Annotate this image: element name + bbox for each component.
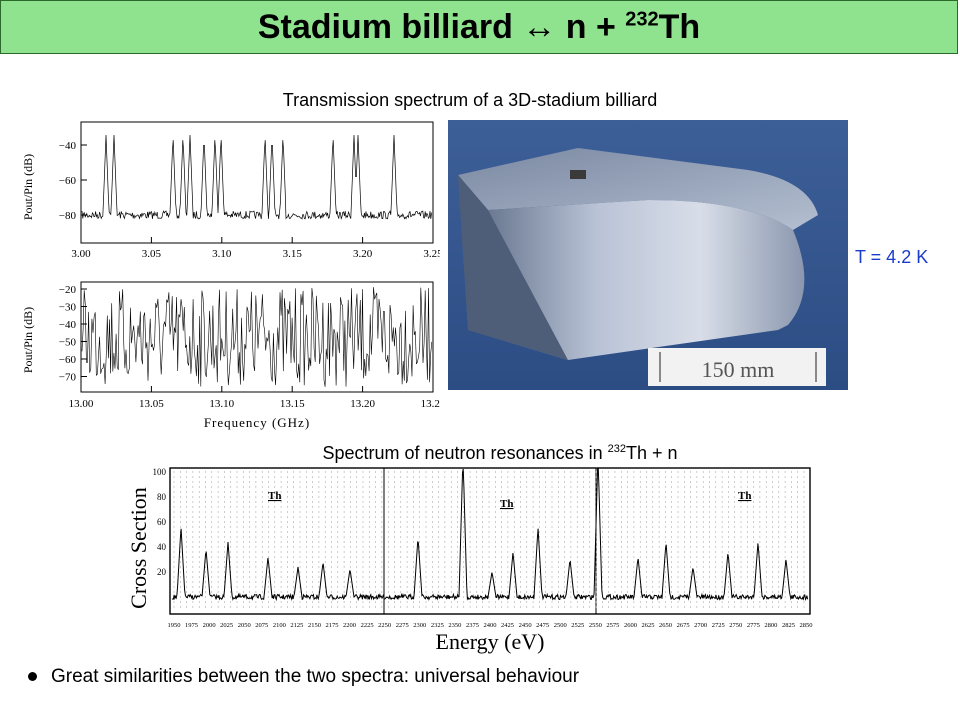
plot3-xtick: 2125 xyxy=(290,622,303,629)
plot3-xtick: 2025 xyxy=(220,622,233,629)
stadium-billiard-photo: 150 mm xyxy=(448,120,848,390)
plot3-xtick: 2350 xyxy=(448,622,461,629)
plot3-xtick: 2150 xyxy=(308,622,321,629)
title-superscript: 232 xyxy=(625,8,659,31)
plot3-xtick: 2000 xyxy=(203,622,216,629)
plot3-xtick: 2600 xyxy=(624,622,637,629)
plot2-trace xyxy=(81,287,433,387)
plot3-ylabel: Cross Section xyxy=(126,487,151,609)
title-bar: Stadium billiard ↔ n + 232Th xyxy=(0,0,958,54)
plot3-xtick: 2575 xyxy=(606,622,619,629)
plot2-ytick: −70 xyxy=(59,372,77,384)
bullet-dot xyxy=(28,672,37,682)
plot3-xtick: 2775 xyxy=(747,622,760,629)
plot2-ytick: −30 xyxy=(59,302,77,314)
plot1-xtick: 3.25 xyxy=(423,248,440,260)
plot2-ylabel: Pout/Pin (dB) xyxy=(21,307,35,373)
plot2-xtick: 13.10 xyxy=(209,398,234,410)
plot1-xtick: 3.15 xyxy=(283,248,303,260)
plot3-xtick: 2825 xyxy=(782,622,795,629)
plot3-xtick: 1950 xyxy=(168,622,181,629)
plot3-xtick: 1975 xyxy=(185,622,198,629)
plot3-xtick: 2375 xyxy=(466,622,479,629)
plot3-xtick: 2075 xyxy=(255,622,268,629)
plot3-xtick: 2275 xyxy=(396,622,409,629)
plot3-xtick: 2850 xyxy=(800,622,813,629)
bullet-point: Great similarities between the two spect… xyxy=(28,666,579,688)
plot1-xtick: 3.20 xyxy=(353,248,373,260)
caption-neutron-sup: 232 xyxy=(607,443,626,455)
plot2-ytick: −60 xyxy=(59,354,77,366)
plot3-ytick: 100 xyxy=(153,467,167,477)
neutron-resonance-plot: Cross Section 100 80 60 40 20 1950 1975 2000 20… xyxy=(126,467,813,654)
plot3-xtick: 2325 xyxy=(431,622,444,629)
plot1-ytick: −40 xyxy=(59,140,77,152)
plot1-ylabel: Pout/Pin (dB) xyxy=(21,154,35,220)
plot3-xtick: 2650 xyxy=(659,622,672,629)
title-rest: n + xyxy=(556,7,626,46)
plot2-ytick: −50 xyxy=(59,337,77,349)
panel-label-1: Th xyxy=(268,490,281,502)
plot1-trace xyxy=(81,134,432,220)
panel-label-3: Th xyxy=(738,490,751,502)
caption-neutron-pre: Spectrum of neutron resonances in xyxy=(322,443,608,463)
transmission-plot-low: Pout/Pin (dB) −40 −60 −80 3.00 3.05 3.10 3.15… xyxy=(21,121,440,260)
plot3-xtick: 2400 xyxy=(484,622,497,629)
plot2-xtick: 13.15 xyxy=(280,398,305,410)
bullet-text: Great similarities between the two spect… xyxy=(51,666,580,687)
panel-label-2: Th xyxy=(500,498,513,510)
plot1-xtick: 3.05 xyxy=(142,248,162,260)
plot3-xtick: 2250 xyxy=(378,622,391,629)
plot3-xlabel: Energy (eV) xyxy=(436,629,545,654)
plot3-xtick: 2525 xyxy=(571,622,584,629)
plot1-xtick: 3.10 xyxy=(212,248,232,260)
transmission-plot-high: Pout/Pin (dB) −20 −30 −40 −50 −60 −70 13.00 13… xyxy=(21,281,440,430)
plot1-ytick: −60 xyxy=(59,175,77,187)
plot3-ytick: 20 xyxy=(157,567,167,577)
caption-neutron: Spectrum of neutron resonances in 232Th … xyxy=(200,443,800,464)
plot2-xtick: 13.05 xyxy=(139,398,164,410)
plot2-ytick: −40 xyxy=(59,319,77,331)
photo-scale-label: 150 mm xyxy=(702,357,775,382)
plot3-xtick: 2500 xyxy=(554,622,567,629)
plot3-xtick: 2550 xyxy=(589,622,602,629)
plot3-xtick: 2675 xyxy=(677,622,690,629)
title-arrow: ↔ xyxy=(522,7,557,46)
plot3-xtick: 2300 xyxy=(413,622,426,629)
plot3-xtick: 2200 xyxy=(343,622,356,629)
plot3-ytick: 60 xyxy=(157,517,167,527)
plot2-xtick: 13.00 xyxy=(69,398,94,410)
plot3-xtick: 2625 xyxy=(642,622,655,629)
plot3-xtick: 2225 xyxy=(361,622,374,629)
plot3-xtick: 2425 xyxy=(501,622,514,629)
slide-title: Stadium billiard ↔ n + 232Th xyxy=(258,8,700,47)
plot3-xtick: 2800 xyxy=(764,622,777,629)
plot3-xtick: 2050 xyxy=(238,622,251,629)
title-end: Th xyxy=(658,7,701,46)
plot3-xtick: 2725 xyxy=(712,622,725,629)
plot2-xlabel: Frequency (GHz) xyxy=(204,415,310,430)
plot2-xtick: 13.20 xyxy=(350,398,375,410)
plot3-xtick: 2100 xyxy=(273,622,286,629)
plot2-xtick: 13.25 xyxy=(421,398,440,410)
title-main: Stadium billiard xyxy=(257,7,523,46)
plot1-xtick: 3.00 xyxy=(71,248,91,260)
plot3-xtick: 2700 xyxy=(694,622,707,629)
plot3-xtick: 2450 xyxy=(519,622,532,629)
plot3-ytick: 80 xyxy=(157,492,167,502)
plot2-ytick: −20 xyxy=(59,284,77,296)
temperature-label: T = 4.2 K xyxy=(855,247,929,267)
caption-transmission: Transmission spectrum of a 3D-stadium bi… xyxy=(282,90,658,110)
plot1-ytick: −80 xyxy=(59,210,77,222)
plot3-xtick: 2475 xyxy=(536,622,549,629)
plot3-xtick: 2750 xyxy=(729,622,742,629)
plot3-xtick: 2175 xyxy=(326,622,339,629)
plot3-trace xyxy=(171,468,809,602)
caption-neutron-post: Th + n xyxy=(626,443,678,463)
plot3-ytick: 40 xyxy=(157,542,167,552)
